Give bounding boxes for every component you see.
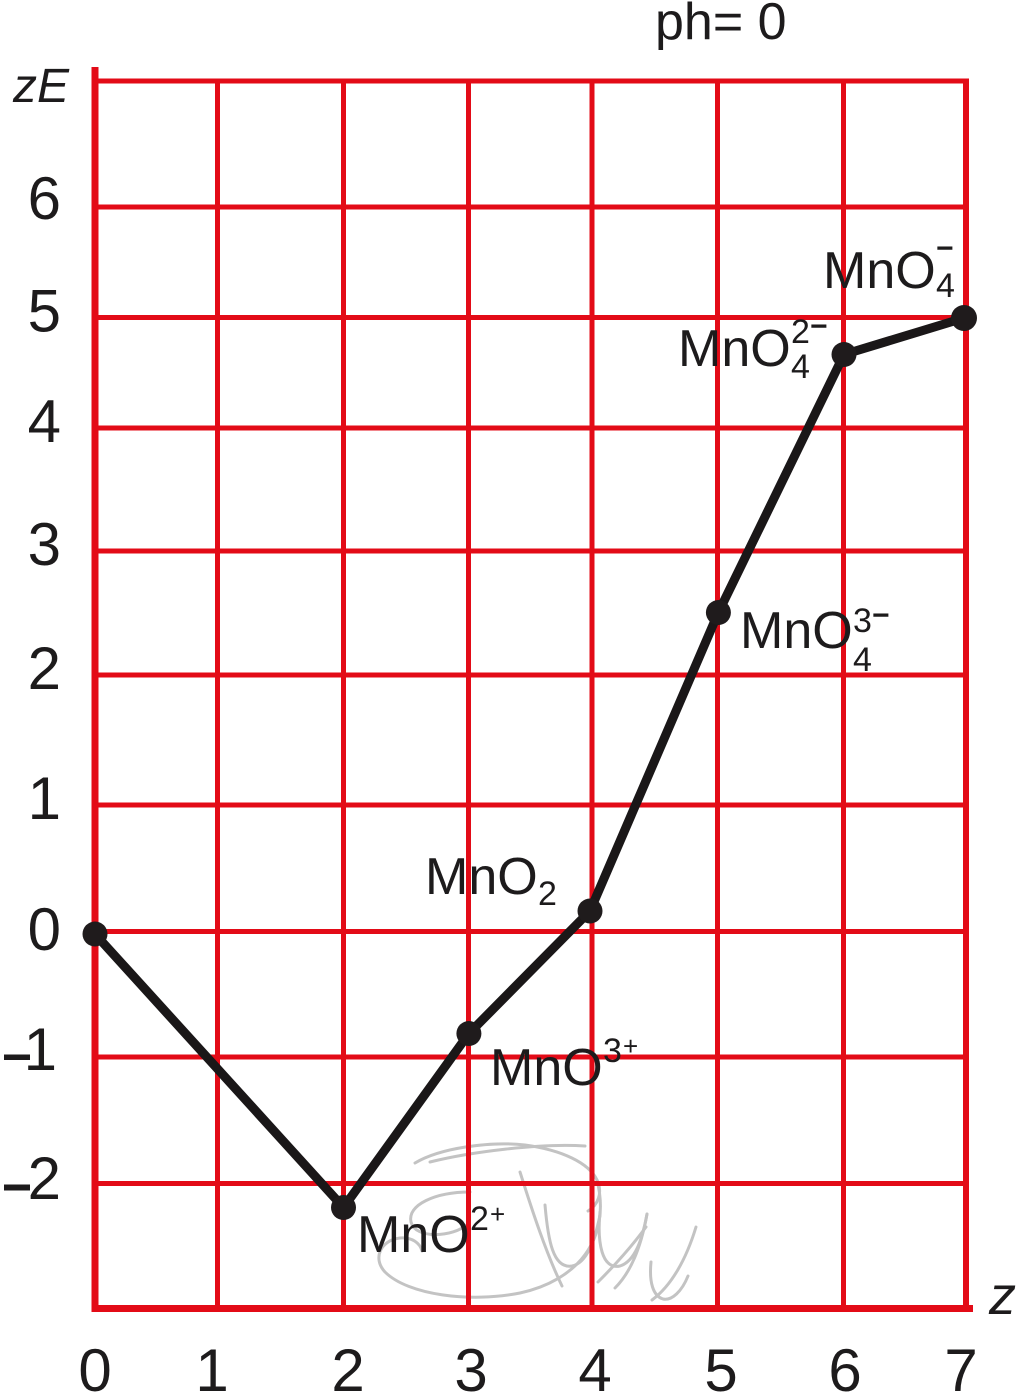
svg-text:2: 2 [28, 635, 61, 702]
svg-text:−: − [872, 599, 890, 632]
svg-text:5: 5 [704, 1337, 737, 1393]
svg-text:1: 1 [28, 765, 61, 832]
svg-text:4: 4 [28, 388, 61, 455]
svg-text:2: 2 [538, 875, 557, 913]
svg-text:zE: zE [12, 60, 70, 113]
svg-text:7: 7 [944, 1337, 977, 1393]
svg-text:2: 2 [470, 1200, 489, 1238]
svg-text:3: 3 [28, 511, 61, 578]
svg-text:6: 6 [828, 1337, 861, 1393]
svg-text:MnO: MnO [490, 1039, 603, 1097]
svg-text:MnO: MnO [823, 242, 936, 300]
svg-text:4: 4 [936, 267, 955, 305]
svg-text:1: 1 [24, 1016, 57, 1083]
svg-text:MnO: MnO [740, 602, 853, 660]
svg-text:−: − [936, 232, 954, 265]
svg-text:5: 5 [28, 278, 61, 345]
svg-text:6: 6 [28, 165, 61, 232]
svg-text:3: 3 [853, 602, 872, 640]
svg-text:4: 4 [791, 348, 810, 386]
svg-text:+: + [623, 1031, 638, 1061]
svg-text:2: 2 [791, 313, 810, 351]
svg-text:ph= 0: ph= 0 [655, 0, 787, 51]
svg-text:4: 4 [853, 641, 872, 679]
svg-text:0: 0 [28, 896, 61, 963]
svg-text:2: 2 [28, 1145, 61, 1212]
svg-text:2: 2 [331, 1337, 364, 1393]
svg-text:MnO: MnO [425, 848, 538, 906]
svg-text:3: 3 [603, 1032, 622, 1070]
svg-text:MnO: MnO [357, 1206, 470, 1264]
svg-text:z: z [988, 1266, 1016, 1326]
svg-text:MnO: MnO [678, 320, 791, 378]
svg-text:0: 0 [78, 1337, 111, 1393]
svg-text:4: 4 [578, 1337, 611, 1393]
svg-text:−: − [810, 310, 828, 343]
svg-text:1: 1 [195, 1337, 228, 1393]
svg-text:+: + [490, 1199, 505, 1229]
svg-text:3: 3 [454, 1337, 487, 1393]
